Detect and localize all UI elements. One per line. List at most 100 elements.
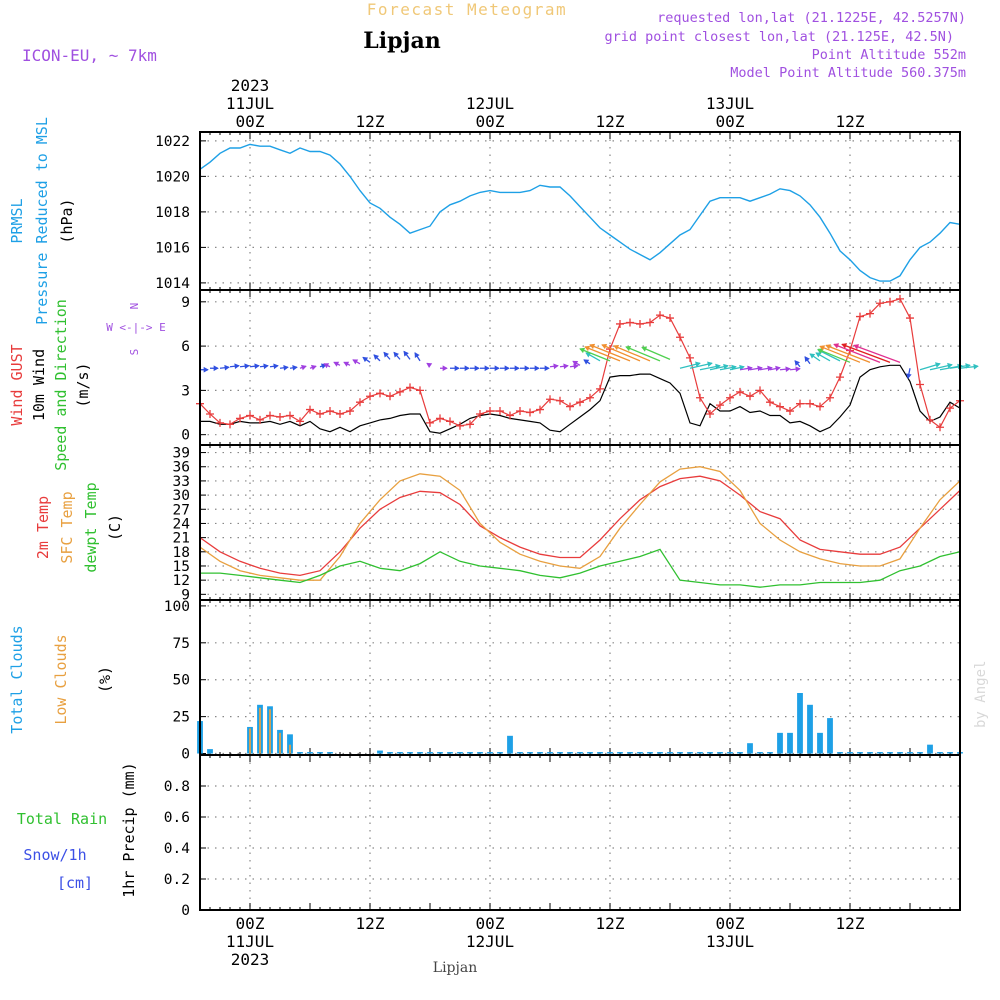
requested-coords: requested lon,lat (21.1225E, 42.5257N) bbox=[657, 10, 966, 26]
wind-gust-marker bbox=[756, 386, 764, 395]
ylabel-line: Wind GUST bbox=[8, 344, 26, 425]
wind-gust-marker bbox=[636, 319, 644, 328]
panel-ylabels: Wind GUST 10m Wind Speed and Direction (m/s… bbox=[8, 299, 92, 471]
wind-arrow-head bbox=[362, 356, 369, 363]
y-tick-label: 0 bbox=[181, 903, 190, 919]
y-tick-label: 39 bbox=[173, 446, 190, 462]
total-cloud-bar bbox=[567, 752, 573, 754]
wind-gust-marker bbox=[796, 399, 804, 408]
panel-ylabels: Total Clouds Low Clouds (%) bbox=[8, 625, 114, 733]
ylabel-line: Total Clouds bbox=[8, 625, 26, 733]
wind-arrow-head bbox=[853, 344, 860, 350]
wind-gust-marker bbox=[806, 399, 814, 408]
top-time-label: 2023 bbox=[231, 76, 270, 95]
y-tick-label: 9 bbox=[181, 587, 190, 603]
wind-gust-marker bbox=[386, 392, 394, 401]
ylabel-line: PRMSL bbox=[8, 198, 26, 243]
wind-gust-marker bbox=[376, 389, 384, 398]
total-cloud-bar bbox=[717, 752, 723, 754]
top-time-label: 12Z bbox=[356, 112, 385, 131]
ylabel-line: 2m Temp bbox=[34, 496, 52, 559]
total-cloud-bar bbox=[417, 752, 423, 754]
total-cloud-bar bbox=[557, 752, 563, 754]
total-cloud-bar bbox=[867, 752, 873, 754]
precip-legend-label: [cm] bbox=[57, 874, 93, 892]
total-cloud-bar bbox=[827, 718, 833, 754]
wind-arrow-head bbox=[310, 364, 317, 371]
wind-arrow-head bbox=[442, 365, 448, 372]
wind-gust-marker bbox=[236, 414, 244, 423]
wind-gust-marker bbox=[296, 417, 304, 426]
wind-gust-marker bbox=[766, 398, 774, 407]
y-tick-label: 50 bbox=[173, 673, 190, 689]
low-cloud-bar bbox=[259, 707, 261, 754]
bottom-time-label: 12Z bbox=[836, 914, 865, 933]
wind-arrow-head bbox=[383, 351, 389, 358]
wind-gust-marker bbox=[886, 297, 894, 306]
temp-series-line-0 bbox=[199, 475, 961, 577]
total-cloud-bar bbox=[907, 752, 913, 754]
total-cloud-bar bbox=[617, 752, 623, 754]
wind-gust-marker bbox=[346, 407, 354, 416]
wind-gust-marker bbox=[456, 421, 464, 430]
ylabel-line: (C) bbox=[106, 514, 124, 541]
wind-gust-marker bbox=[706, 410, 714, 418]
wind-gust-marker bbox=[556, 396, 564, 405]
total-cloud-bar bbox=[807, 704, 813, 754]
precip-legend: Total Rain Snow/1h [cm] 1hr Precip (mm) bbox=[17, 762, 138, 897]
y-tick-label: 25 bbox=[173, 710, 190, 726]
wind-gust-line bbox=[199, 298, 961, 429]
wind-gust-marker bbox=[336, 410, 344, 418]
wind-arrow-head bbox=[213, 365, 219, 372]
y-tick-label: 30 bbox=[173, 488, 190, 504]
wind-gust-marker bbox=[266, 411, 274, 420]
total-cloud-bar bbox=[687, 752, 693, 754]
wind-arrow-head bbox=[563, 363, 569, 370]
point-altitude: Point Altitude 552m bbox=[812, 47, 966, 63]
total-cloud-bar bbox=[537, 752, 543, 754]
top-time-label: 00Z bbox=[716, 112, 745, 131]
wind-gust-marker bbox=[466, 420, 474, 429]
y-tick-label: 6 bbox=[181, 339, 190, 355]
y-tick-label: 0.8 bbox=[164, 779, 190, 795]
total-cloud-bar bbox=[707, 752, 713, 754]
wind-arrow-head bbox=[815, 352, 822, 358]
bottom-time-label: 00Z bbox=[716, 914, 745, 933]
total-cloud-bar bbox=[597, 752, 603, 754]
panel-ylabels: 2m Temp SFC Temp dewpt Temp (C) bbox=[34, 482, 124, 572]
bottom-time-label: 00Z bbox=[236, 914, 265, 933]
chart-title: Forecast Meteogram bbox=[367, 0, 567, 19]
total-cloud-bar bbox=[637, 752, 643, 754]
total-cloud-bar bbox=[447, 752, 453, 754]
wind-gust-marker bbox=[226, 420, 234, 429]
y-tick-label: 1018 bbox=[155, 205, 190, 221]
wind-arrow-head bbox=[373, 354, 380, 360]
total-cloud-bar bbox=[817, 732, 823, 754]
panel-border bbox=[199, 444, 961, 601]
wind-gust-marker bbox=[436, 414, 444, 423]
y-tick-label: 0 bbox=[181, 747, 190, 763]
wind-direction-arrow bbox=[853, 344, 901, 363]
total-cloud-bar bbox=[727, 752, 733, 754]
bottom-time-label: 00Z bbox=[476, 914, 505, 933]
wind-gust-marker bbox=[856, 312, 864, 321]
wind-gust-marker bbox=[906, 314, 914, 323]
wind-arrow-head bbox=[464, 365, 470, 372]
bottom-time-label: 12JUL bbox=[466, 932, 514, 951]
wind-direction-arrow bbox=[601, 344, 641, 362]
wind-gust-marker bbox=[516, 407, 524, 416]
wind-arrow-head bbox=[244, 363, 250, 370]
wind-arrow-head bbox=[804, 356, 810, 362]
y-tick-label: 15 bbox=[173, 559, 190, 575]
ylabel-line: Pressure Reduced to MSL bbox=[33, 117, 51, 325]
panel-precipitation: 0 0.2 0.4 0.6 0.8 bbox=[164, 754, 961, 919]
wind-arrow-head bbox=[484, 365, 490, 372]
y-tick-label: 18 bbox=[173, 545, 190, 561]
total-cloud-bar bbox=[767, 752, 773, 754]
wind-arrow-head bbox=[739, 364, 745, 371]
total-cloud-bar bbox=[837, 752, 843, 754]
wind-arrow-head bbox=[817, 348, 824, 354]
